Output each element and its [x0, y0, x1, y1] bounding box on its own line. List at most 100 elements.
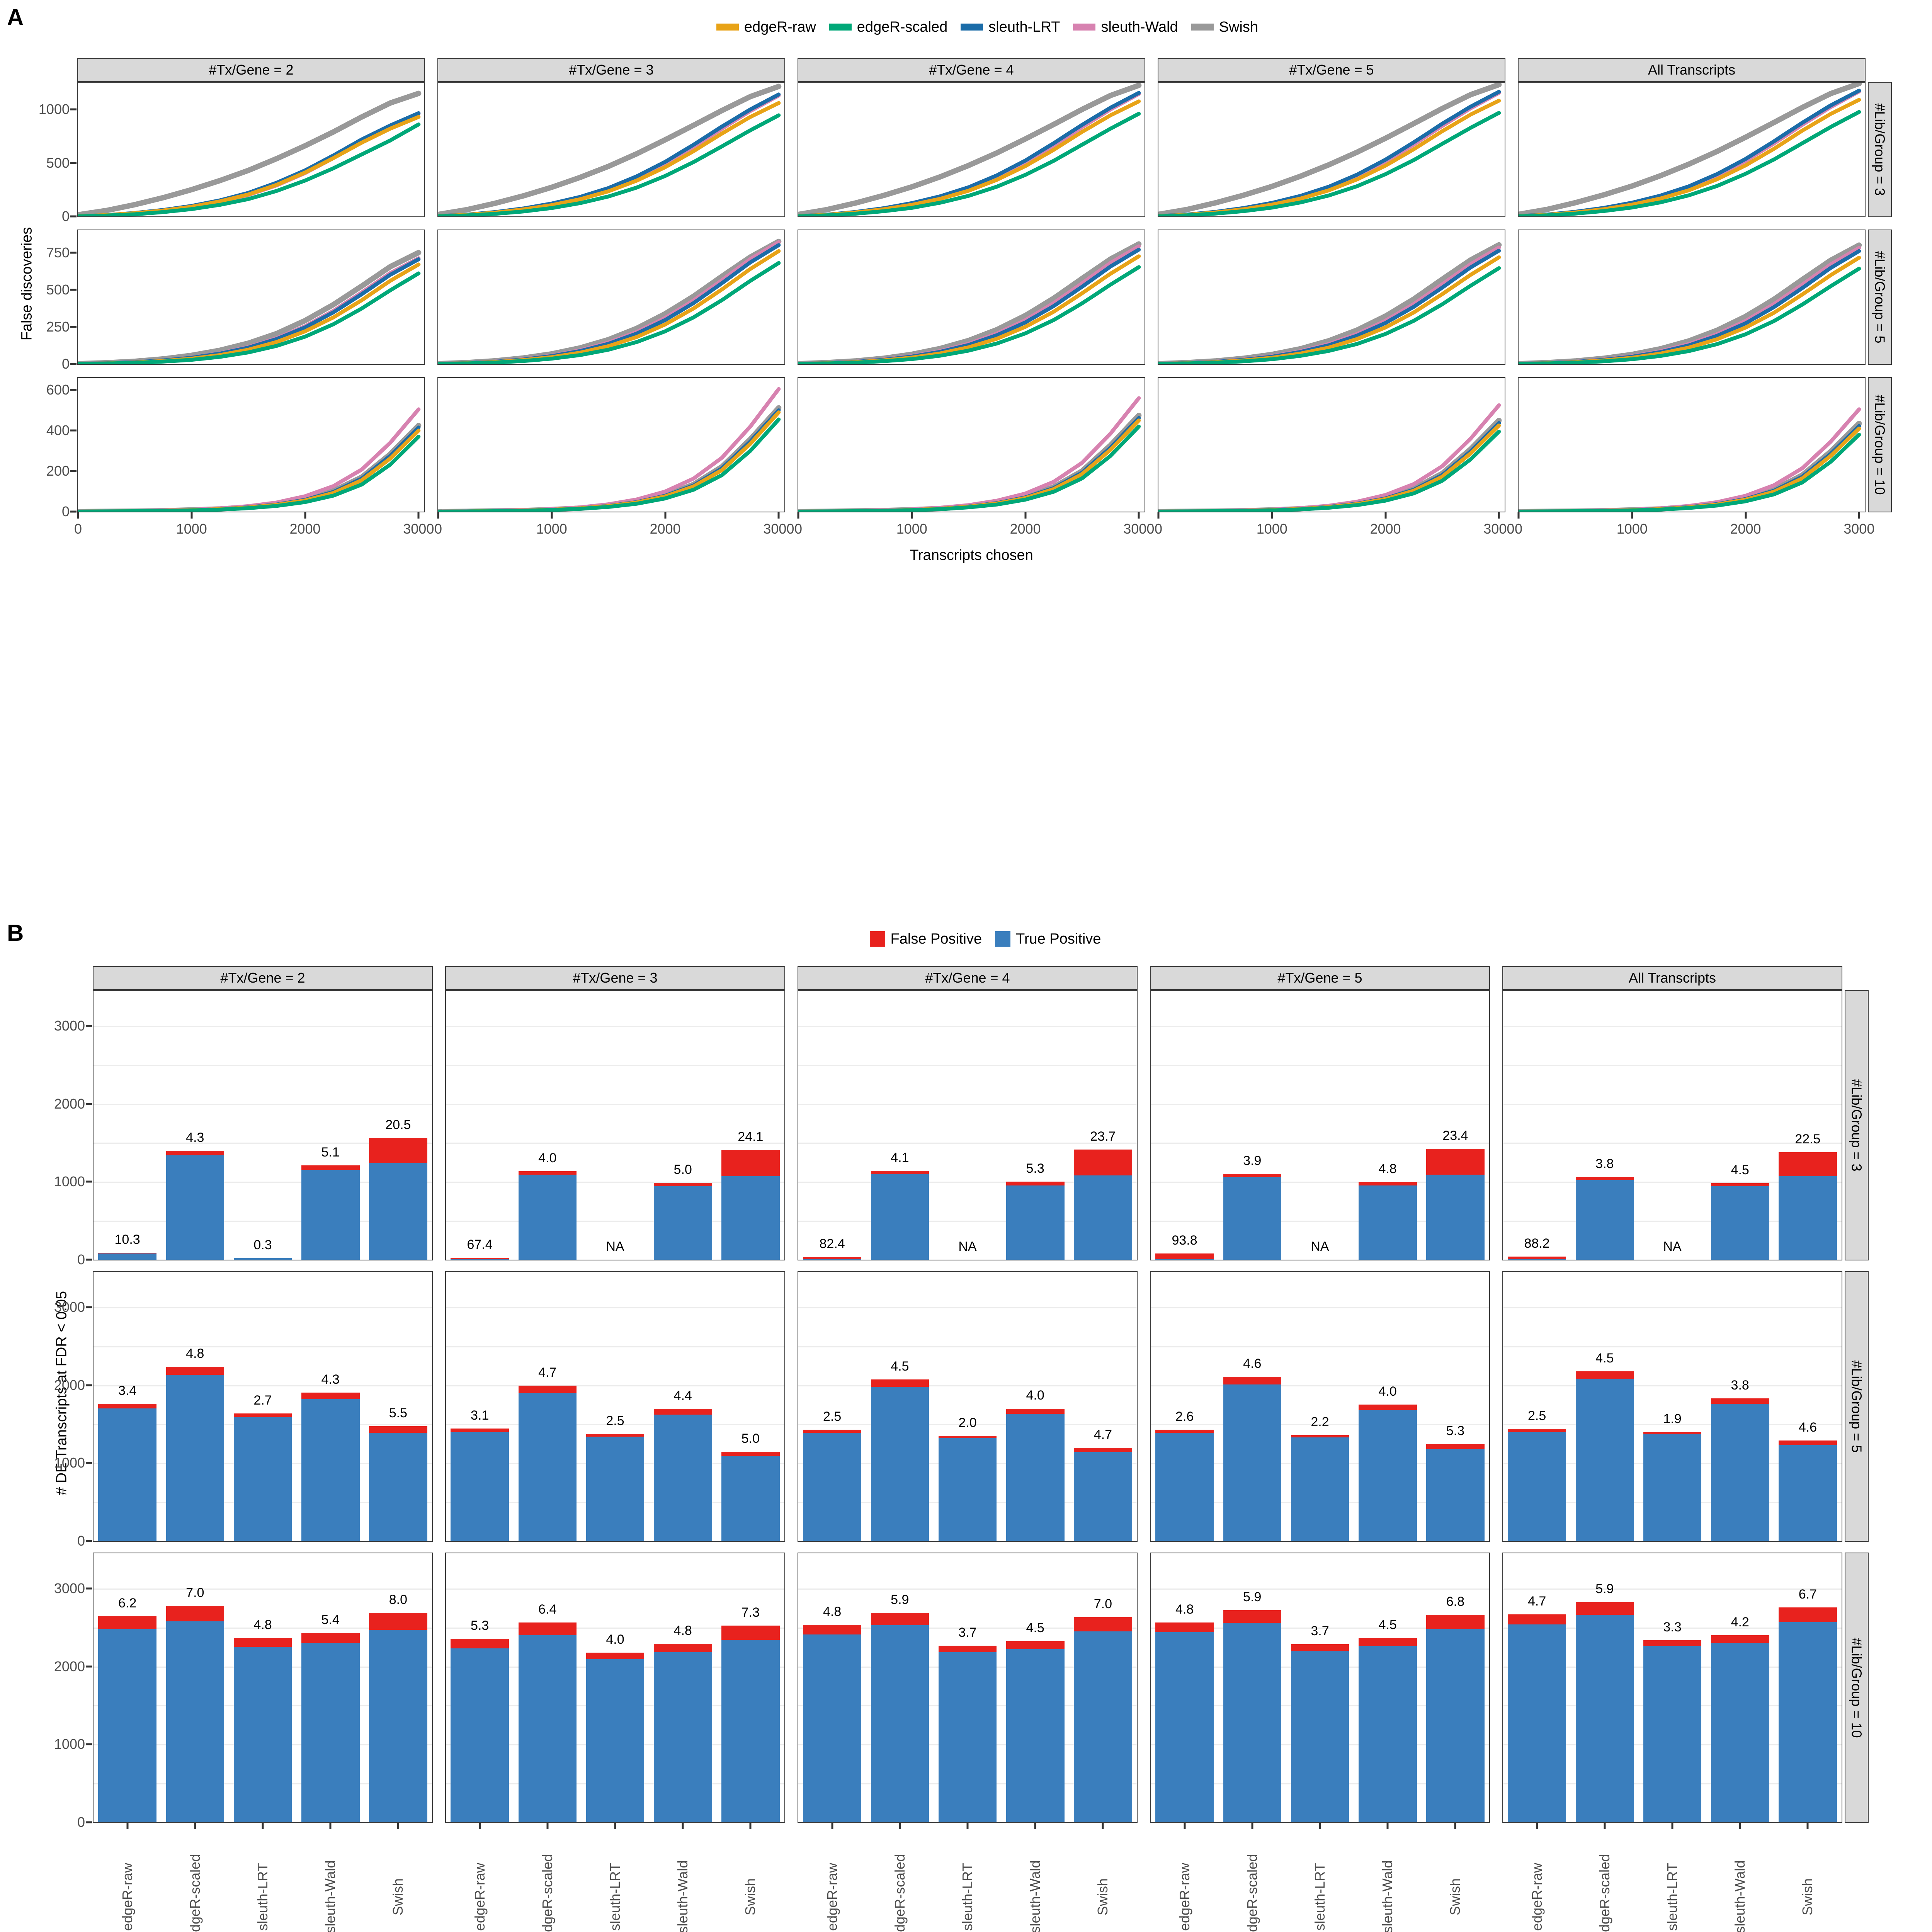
panel-a-series-swish	[798, 83, 1142, 216]
panel-b-ytick-label: 2000	[54, 1377, 85, 1393]
panel-b-bar-true-positive	[721, 1456, 780, 1541]
panel-b-bar-true-positive	[938, 1652, 997, 1822]
panel-a-series-edger-raw	[438, 101, 781, 216]
panel-b-bar-true-positive	[1074, 1631, 1132, 1822]
panel-b-bar-value-label: 4.8	[186, 1346, 204, 1361]
panel-b-ytick-mark	[86, 1540, 92, 1542]
panel-b-bar-value-label: 5.0	[741, 1431, 760, 1446]
panel-a-xtick-label: 3000	[1483, 521, 1515, 537]
panel-b-bar-value-label: 3.8	[1731, 1378, 1749, 1393]
panel-b-xtick-label: edgeR-raw	[471, 1862, 488, 1931]
panel-b-bar-false-positive	[803, 1430, 861, 1433]
panel-b-bar-value-label: 4.8	[1378, 1161, 1397, 1176]
panel-b-xtick-mark	[1536, 1823, 1538, 1829]
panel-b-bar-value-label: 5.0	[673, 1162, 692, 1177]
panel-b-xtick-label: sleuth-LRT	[1664, 1863, 1680, 1931]
panel-b-bar-value-label: 24.1	[738, 1129, 764, 1144]
panel-b-legend-label-0: False Positive	[890, 930, 982, 947]
panel-a-ytick-mark	[70, 162, 77, 164]
panel-b-gridline	[1151, 1541, 1489, 1542]
panel-b-bar-true-positive	[98, 1629, 156, 1822]
panel-a-col-strip-3: #Tx/Gene = 5	[1158, 58, 1505, 82]
panel-b-ytick-mark	[86, 1821, 92, 1823]
panel-b-bar-false-positive	[369, 1613, 427, 1630]
panel-b-letter: B	[7, 920, 24, 946]
panel-b-bar-false-positive	[871, 1170, 929, 1175]
panel-a-xtick-label: 0	[1514, 521, 1523, 537]
panel-a-ytick-label: 500	[46, 281, 70, 298]
panel-b-bar-false-positive	[653, 1182, 712, 1187]
panel-b-bar-value-label: 4.5	[1026, 1621, 1044, 1635]
panel-a-ytick-label: 0	[61, 356, 70, 372]
panel-b-bar-true-positive	[1006, 1185, 1065, 1260]
panel-b-xtick-label: sleuth-LRT	[607, 1863, 623, 1931]
panel-b-bar-false-positive	[1358, 1405, 1417, 1410]
panel-b-bar-value-label: 5.3	[470, 1618, 489, 1633]
panel-a-ytick-mark	[70, 252, 77, 254]
panel-a-series-sleuth-wald	[1158, 91, 1501, 216]
panel-b-gridline	[94, 1346, 432, 1347]
panel-a-cell-r1-c1	[437, 230, 785, 365]
panel-b-bar-false-positive	[233, 1638, 292, 1647]
panel-b-bar-value-label: 7.0	[1094, 1596, 1112, 1611]
panel-b-bar-true-positive	[1643, 1646, 1702, 1822]
panel-b-bar-true-positive	[1223, 1622, 1282, 1822]
panel-a-col-strip-2: #Tx/Gene = 4	[798, 58, 1145, 82]
panel-b-bar-true-positive	[1074, 1452, 1132, 1541]
panel-a-xtick-mark	[1517, 512, 1520, 519]
panel-b-cell-r0-c4: 88.2 3.8 NA 4.5 22.5	[1502, 990, 1842, 1260]
panel-b-bar-true-positive	[451, 1259, 509, 1260]
panel-a-ytick-label: 250	[46, 318, 70, 335]
panel-a-xtick-label: 2000	[289, 521, 321, 537]
panel-a-xtick-mark	[1384, 512, 1387, 519]
panel-a-cell-r0-c3	[1158, 82, 1505, 217]
panel-b-bar-value-label: 23.7	[1090, 1129, 1116, 1144]
panel-a-legend-label-0: edgeR-raw	[744, 19, 816, 35]
panel-a-xtick-mark	[1024, 512, 1027, 519]
panel-a-cell-r0-c4	[1518, 82, 1866, 217]
panel-b-gridline	[94, 1221, 432, 1222]
panel-a-series-edger-scaled	[798, 424, 1141, 512]
panel-a-xtick-label: 1000	[1256, 521, 1287, 537]
panel-b-bar-false-positive	[1006, 1408, 1065, 1414]
panel-a-legend-item-2: sleuth-LRT	[961, 19, 1060, 36]
panel-b-xtick-label: sleuth-Wald	[1732, 1860, 1748, 1932]
panel-a-xtick-mark	[1745, 512, 1747, 519]
panel-b-gridline	[1503, 1104, 1842, 1105]
panel-b-xtick-mark	[1604, 1823, 1606, 1829]
panel-b-bar-value-label: 4.8	[823, 1604, 842, 1619]
panel-b-bar-true-positive	[803, 1634, 861, 1822]
panel-b-gridline	[1503, 1307, 1842, 1308]
panel-b-gridline	[798, 1307, 1137, 1308]
panel-b-xtick-label: edgeR-scaled	[1596, 1854, 1612, 1932]
panel-b-bar-false-positive	[1223, 1376, 1282, 1384]
panel-b-bar-value-label: 7.0	[186, 1585, 204, 1600]
panel-a-cell-r2-c1	[437, 377, 785, 512]
panel-a-series-sleuth-wald	[1519, 407, 1861, 512]
panel-b-xtick-label: edgeR-scaled	[891, 1854, 908, 1932]
panel-b-gridline	[1151, 1221, 1489, 1222]
panel-b-xtick-label: edgeR-raw	[119, 1862, 135, 1931]
panel-b-bar-true-positive	[871, 1386, 929, 1541]
panel-b-xtick-label: Swish	[1095, 1878, 1111, 1916]
panel-b-bar-true-positive	[938, 1438, 997, 1541]
panel-a-y-axis-title: False discoveries	[19, 227, 35, 341]
panel-a-series-edger-scaled	[1519, 432, 1861, 512]
panel-a-xtick-label: 1000	[176, 521, 207, 537]
panel-b-bar-true-positive	[1779, 1622, 1837, 1822]
panel-a-col-strip-0: #Tx/Gene = 2	[77, 58, 425, 82]
panel-b-bar-false-positive	[871, 1379, 929, 1387]
panel-b-bar-false-positive	[653, 1644, 712, 1653]
panel-b-bar-false-positive	[1223, 1173, 1282, 1177]
panel-a-cell-r2-c0	[77, 377, 425, 512]
panel-b-gridline	[1151, 1104, 1489, 1105]
panel-a-xtick-label: 3000	[403, 521, 434, 537]
panel-b-gridline	[1151, 1385, 1489, 1386]
panel-b-cell-r1-c3: 2.6 4.6 2.2 4.0 5.3	[1150, 1271, 1490, 1542]
panel-b-bar-value-label: 4.0	[1378, 1384, 1397, 1399]
panel-b-gridline	[94, 1627, 432, 1629]
panel-a-xtick-mark	[77, 512, 79, 519]
panel-b-bar-value-label: 5.9	[1595, 1581, 1614, 1596]
panel-b-bar-false-positive	[166, 1606, 224, 1621]
panel-b-xtick-label: sleuth-Wald	[1379, 1860, 1396, 1932]
